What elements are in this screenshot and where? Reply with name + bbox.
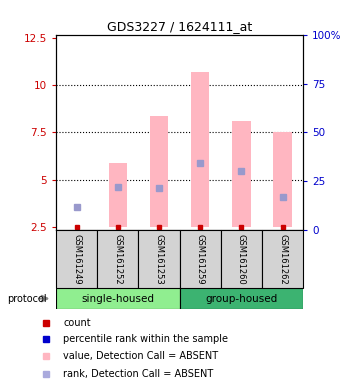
Bar [262,230,303,288]
Text: group-housed: group-housed [205,293,278,304]
Text: protocol: protocol [7,293,47,304]
Bar [180,288,303,309]
Text: single-housed: single-housed [81,293,154,304]
Text: GSM161260: GSM161260 [237,234,246,285]
Text: count: count [64,318,91,328]
Bar [109,162,127,227]
Text: GSM161259: GSM161259 [196,234,205,285]
Bar [138,230,180,288]
Bar [56,230,97,288]
Bar [191,72,209,227]
Bar [221,230,262,288]
Bar [180,230,221,288]
Bar [150,116,168,227]
Text: GSM161249: GSM161249 [72,234,81,285]
Bar [273,132,292,227]
Bar [232,121,251,227]
Text: percentile rank within the sample: percentile rank within the sample [64,334,229,344]
Text: value, Detection Call = ABSENT: value, Detection Call = ABSENT [64,351,218,361]
Title: GDS3227 / 1624111_at: GDS3227 / 1624111_at [107,20,252,33]
Bar [56,288,180,309]
Text: rank, Detection Call = ABSENT: rank, Detection Call = ABSENT [64,369,214,379]
Text: GSM161253: GSM161253 [155,234,164,285]
Text: GSM161252: GSM161252 [113,234,122,285]
Bar [97,230,138,288]
Text: GSM161262: GSM161262 [278,234,287,285]
